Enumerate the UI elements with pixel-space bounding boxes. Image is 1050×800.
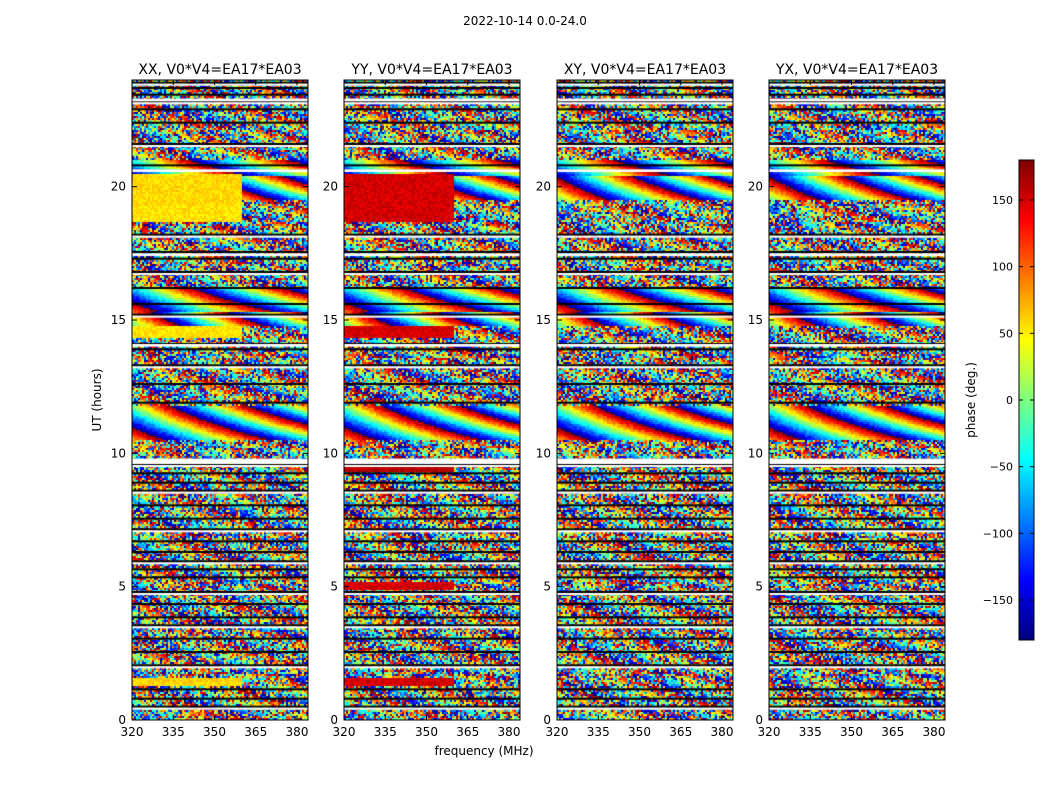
x-tick-label: 365 [669, 725, 692, 739]
panel-yy: YY, V0*V4=EA17*EA03 320 335 350 365 380 0 5 10 15… [323, 62, 521, 739]
panel-title: XY, V0*V4=EA17*EA03 [564, 62, 726, 78]
y-tick-label: 15 [323, 313, 338, 327]
panel-title: YY, V0*V4=EA17*EA03 [350, 62, 512, 78]
panel-xx: XX, V0*V4=EA17*EA03 320 335 350 365 380 0 5 10 15… [111, 62, 309, 739]
x-tick-label: 350 [840, 725, 863, 739]
panel-xy: XY, V0*V4=EA17*EA03 320 335 350 365 380 0 5 10 15… [536, 62, 734, 739]
x-tick-label: 335 [374, 725, 397, 739]
x-tick-label: 380 [711, 725, 734, 739]
x-tick-label: 350 [415, 725, 438, 739]
y-tick-label: 5 [118, 580, 126, 594]
y-tick-label: 0 [755, 713, 763, 727]
panel-title: XX, V0*V4=EA17*EA03 [138, 62, 301, 78]
y-axis-label: UT (hours) [90, 368, 104, 431]
x-tick-label: 380 [498, 725, 521, 739]
x-tick-label: 380 [286, 725, 309, 739]
y-tick-label: 5 [543, 580, 551, 594]
y-tick-label: 0 [330, 713, 338, 727]
y-tick-label: 10 [323, 446, 338, 460]
y-tick-label: 10 [748, 446, 763, 460]
phase-raster-yx [769, 80, 945, 720]
y-tick-label: 20 [536, 180, 551, 194]
colorbar-tick-label: 100 [992, 261, 1013, 274]
panel-frame [343, 79, 521, 721]
y-tick-label: 15 [111, 313, 126, 327]
colorbar-tick-label: 150 [992, 194, 1013, 207]
y-tick-label: 15 [536, 313, 551, 327]
x-tick-label: 320 [333, 725, 356, 739]
x-tick-label: 365 [244, 725, 267, 739]
panel-frame [768, 79, 946, 721]
x-tick-label: 365 [456, 725, 479, 739]
figure-suptitle: 2022-10-14 0.0-24.0 [463, 14, 587, 28]
x-tick-label: 320 [758, 725, 781, 739]
colorbar: 150 100 50 0 −50 −100 −150 phase (deg.) [964, 159, 1035, 641]
panel-yx: YX, V0*V4=EA17*EA03 320 335 350 365 380 0 5 10 15… [748, 62, 946, 739]
phase-raster-yy [344, 80, 520, 720]
y-tick-label: 0 [118, 713, 126, 727]
colorbar-tick-label: −100 [983, 527, 1013, 540]
x-tick-label: 365 [881, 725, 904, 739]
phase-raster-xy [557, 80, 733, 720]
x-tick-label: 380 [923, 725, 946, 739]
x-tick-label: 335 [162, 725, 185, 739]
colorbar-tick-label: 0 [1006, 394, 1013, 407]
x-tick-label: 350 [203, 725, 226, 739]
y-tick-label: 20 [323, 180, 338, 194]
colorbar-tick-label: 50 [999, 327, 1013, 340]
colorbar-gradient [1019, 160, 1034, 640]
y-tick-label: 5 [330, 580, 338, 594]
colorbar-tick-label: −150 [983, 594, 1013, 607]
colorbar-tick-label: −50 [990, 461, 1013, 474]
y-tick-label: 0 [543, 713, 551, 727]
x-tick-label: 320 [121, 725, 144, 739]
phase-raster-xx [132, 80, 308, 720]
panel-title: YX, V0*V4=EA17*EA03 [775, 62, 938, 78]
y-tick-label: 5 [755, 580, 763, 594]
y-tick-label: 15 [748, 313, 763, 327]
x-axis-label: frequency (MHz) [434, 744, 533, 758]
y-tick-label: 20 [111, 180, 126, 194]
x-tick-label: 350 [628, 725, 651, 739]
colorbar-label: phase (deg.) [964, 362, 978, 438]
x-tick-label: 335 [587, 725, 610, 739]
x-tick-label: 320 [546, 725, 569, 739]
y-tick-label: 20 [748, 180, 763, 194]
panel-frame [556, 79, 734, 721]
panel-frame [131, 79, 309, 721]
y-tick-label: 10 [536, 446, 551, 460]
x-tick-label: 335 [799, 725, 822, 739]
y-tick-label: 10 [111, 446, 126, 460]
